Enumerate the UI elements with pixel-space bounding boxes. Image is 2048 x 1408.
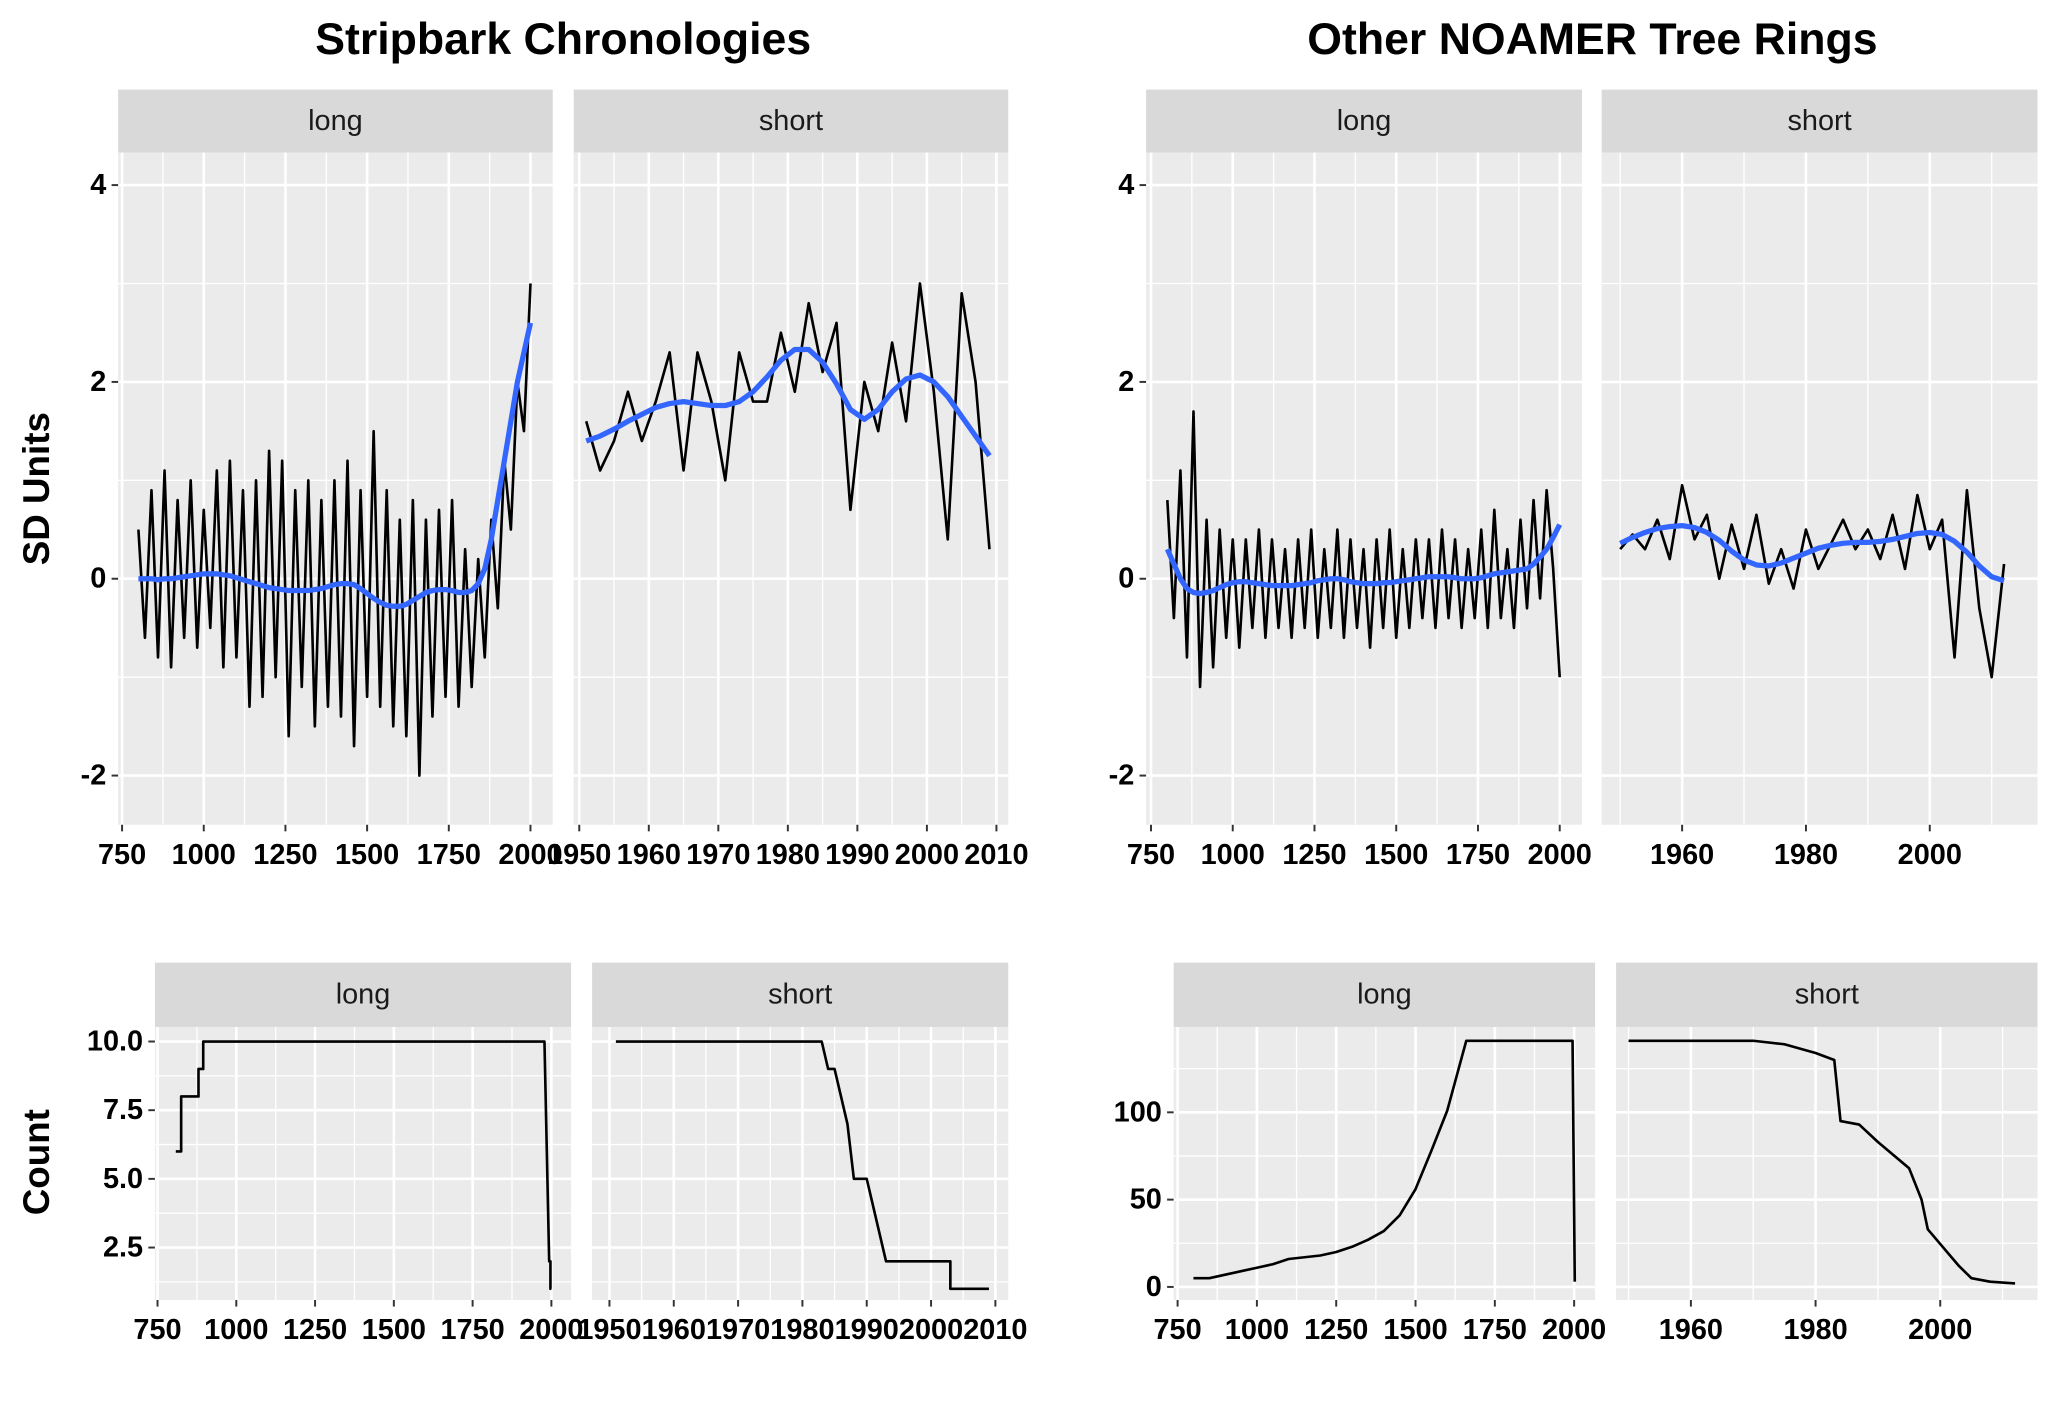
x-tick-label: 750 (1127, 839, 1175, 871)
smooth-line (138, 322, 534, 609)
x-tick-label: 1000 (1225, 1314, 1289, 1346)
y-axis-label: Count (16, 1109, 57, 1215)
x-tick-label: 1250 (283, 1314, 347, 1346)
strip-label: long (336, 979, 391, 1011)
strip-label: long (1337, 105, 1392, 137)
y-tick-label: 2 (1118, 366, 1134, 398)
x-tick-label: 1960 (1650, 839, 1714, 871)
x-tick-label: 1960 (642, 1314, 706, 1346)
x-tick-label: 2000 (1898, 839, 1962, 871)
data-line (1166, 410, 1562, 689)
x-tick-label: 2010 (963, 1314, 1027, 1346)
x-tick-label: 1250 (1282, 839, 1346, 871)
y-tick-label: 100 (1114, 1096, 1162, 1128)
x-tick-label: 2010 (964, 839, 1028, 871)
panel (1616, 1026, 2038, 1301)
x-tick-label: 1980 (1783, 1314, 1847, 1346)
x-tick-label: 1990 (835, 1314, 899, 1346)
y-tick-label: 2 (90, 366, 106, 398)
x-tick-label: 1500 (362, 1314, 426, 1346)
group-title: Other NOAMER Tree Rings (1307, 15, 1877, 64)
x-tick-label: 2000 (1908, 1314, 1972, 1346)
x-tick-label: 750 (98, 839, 146, 871)
data-line (615, 1040, 989, 1291)
x-tick-label: 1980 (756, 839, 820, 871)
strip-label: long (1357, 979, 1412, 1011)
y-tick-label: 0 (90, 563, 106, 595)
x-tick-label: 1750 (1463, 1314, 1527, 1346)
x-tick-label: 1500 (1364, 839, 1428, 871)
group-title: Stripbark Chronologies (315, 15, 811, 64)
strip-label: short (768, 979, 832, 1011)
panel (592, 1026, 1009, 1301)
smooth-line (1164, 523, 1563, 597)
y-tick-label: 2.5 (103, 1231, 143, 1263)
panel (154, 1026, 572, 1301)
x-tick-label: 1750 (417, 839, 481, 871)
data-line (137, 283, 532, 777)
smooth-line (1619, 522, 2005, 584)
y-tick-label: 0 (1146, 1271, 1162, 1303)
data-line (1628, 1039, 2016, 1285)
strip (592, 962, 1009, 1027)
x-tick-label: 1960 (617, 839, 681, 871)
y-axis-label: SD Units (16, 412, 57, 565)
x-tick-label: 1950 (577, 1314, 641, 1346)
x-tick-label: 2000 (1528, 839, 1592, 871)
strip-label: short (1787, 105, 1851, 137)
x-tick-label: 1500 (335, 839, 399, 871)
x-tick-label: 1970 (686, 839, 750, 871)
data-line (175, 1040, 552, 1291)
strip (118, 89, 553, 153)
y-tick-label: 4 (1118, 169, 1134, 201)
x-tick-label: 1950 (547, 839, 611, 871)
x-tick-label: 2000 (519, 1314, 583, 1346)
x-tick-label: 2000 (899, 1314, 963, 1346)
x-tick-label: 1750 (1446, 839, 1510, 871)
strip-label: long (308, 105, 363, 137)
panel (1601, 152, 2038, 825)
y-tick-label: 50 (1130, 1184, 1162, 1216)
x-tick-label: 1250 (253, 839, 317, 871)
strip (1601, 89, 2038, 153)
y-tick-label: 0 (1118, 563, 1134, 595)
x-tick-label: 2000 (895, 839, 959, 871)
strip (1616, 962, 2038, 1027)
x-tick-label: 1980 (1774, 839, 1838, 871)
strip (573, 89, 1009, 153)
strip (154, 962, 572, 1027)
smooth-line (585, 346, 992, 458)
strip-label: short (759, 105, 823, 137)
x-tick-label: 1500 (1383, 1314, 1447, 1346)
x-tick-label: 2000 (1542, 1314, 1606, 1346)
y-tick-label: -2 (81, 760, 107, 792)
y-tick-label: 4 (90, 169, 106, 201)
strip-label: short (1795, 979, 1859, 1011)
data-line (1193, 1039, 1577, 1282)
x-tick-label: 1960 (1659, 1314, 1723, 1346)
panel (573, 152, 1009, 825)
x-tick-label: 1990 (825, 839, 889, 871)
x-tick-label: 2000 (498, 839, 562, 871)
x-tick-label: 750 (133, 1314, 181, 1346)
x-tick-label: 1250 (1304, 1314, 1368, 1346)
x-tick-label: 1980 (770, 1314, 834, 1346)
strip (1173, 962, 1596, 1027)
x-tick-label: 1000 (1201, 839, 1265, 871)
y-tick-label: 7.5 (103, 1094, 143, 1126)
x-tick-label: 1000 (204, 1314, 268, 1346)
strip (1146, 89, 1582, 153)
panel (1173, 1026, 1596, 1301)
panel (1146, 152, 1582, 825)
x-tick-label: 1970 (706, 1314, 770, 1346)
x-tick-label: 1750 (440, 1314, 504, 1346)
x-tick-label: 1000 (172, 839, 236, 871)
x-tick-label: 750 (1154, 1314, 1202, 1346)
y-tick-label: 10.0 (87, 1025, 143, 1057)
y-tick-label: -2 (1109, 760, 1135, 792)
y-tick-label: 5.0 (103, 1163, 143, 1195)
